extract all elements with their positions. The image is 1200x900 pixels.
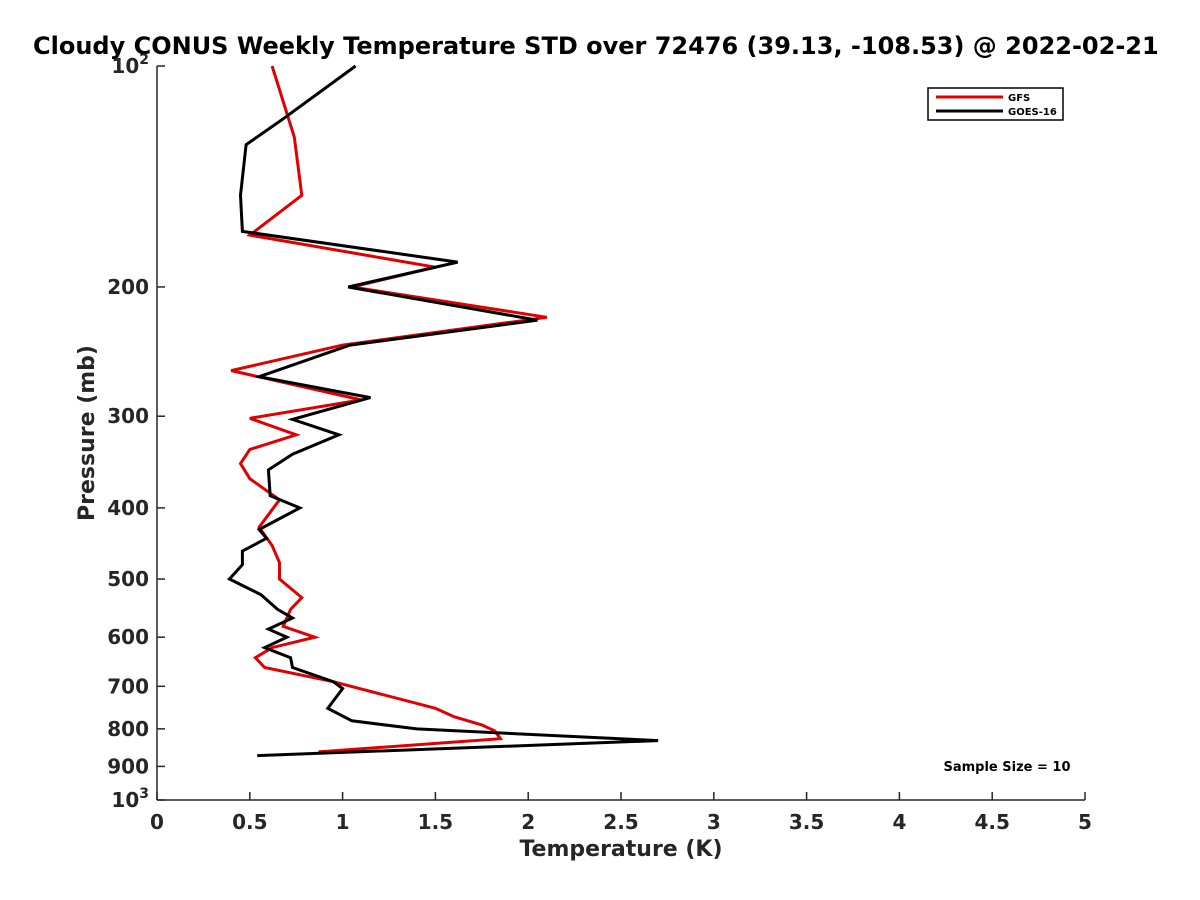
y-tick-label: 200 (107, 275, 149, 299)
y-tick-label: 500 (107, 567, 149, 591)
y-tick-label: 400 (107, 496, 149, 520)
x-tick-label: 1.5 (418, 810, 453, 834)
x-tick-label: 0 (150, 810, 164, 834)
sample-size-annotation: Sample Size = 10 (943, 760, 1070, 775)
y-tick-label: 103 (111, 786, 149, 812)
chart-title: Cloudy CONUS Weekly Temperature STD over… (33, 32, 1159, 60)
legend-box (927, 87, 1064, 121)
x-tick-label: 3.5 (789, 810, 824, 834)
y-tick-base: 10 (111, 54, 139, 78)
series-line-goes-16 (226, 64, 659, 758)
y-tick-label: 600 (107, 625, 149, 649)
y-tick-label: 700 (107, 674, 149, 698)
y-tick-label: 900 (107, 754, 149, 778)
x-axis-label: Temperature (K) (519, 837, 722, 862)
y-tick-label: 102 (111, 52, 149, 78)
y-axis-label: Pressure (mb) (75, 345, 100, 521)
y-tick-exponent: 3 (139, 786, 149, 802)
legend-label: GOES-16 (1008, 107, 1057, 118)
x-tick-label: 2.5 (603, 810, 638, 834)
y-tick-base: 10 (111, 788, 139, 812)
y-tick-label: 300 (107, 404, 149, 428)
x-tick-label: 4 (892, 810, 906, 834)
x-tick-label: 3 (707, 810, 721, 834)
y-tick-exponent: 2 (139, 52, 149, 68)
legend-label: GFS (1008, 93, 1030, 104)
series-layer (226, 64, 659, 758)
x-tick-label: 0.5 (232, 810, 267, 834)
legend: GFS GOES-16 (927, 87, 1064, 121)
x-tick-label: 5 (1078, 810, 1092, 834)
axes: 0 0.5 1 1.5 2 2.5 3 3.5 4 4.5 51022003004005006007… (107, 52, 1092, 834)
series-line-gfs (230, 65, 548, 754)
y-tick-label: 800 (107, 717, 149, 741)
x-tick-label: 2 (521, 810, 535, 834)
x-tick-label: 1 (336, 810, 350, 834)
x-tick-label: 4.5 (974, 810, 1009, 834)
